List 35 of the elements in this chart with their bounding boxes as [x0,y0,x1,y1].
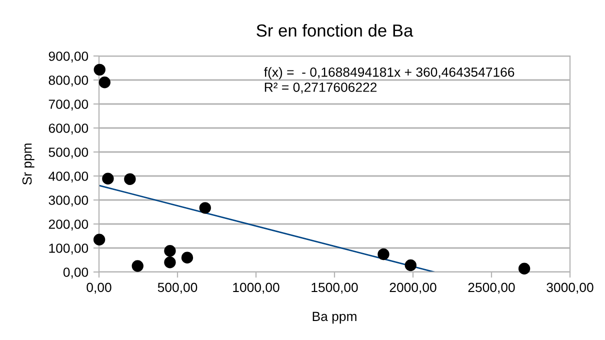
point [518,262,530,274]
annotation: f(x) = - 0,1688494181x + 360,4643547166 [264,67,514,80]
point [164,256,176,268]
y-tick-label: 800,00 [48,76,88,86]
y-tick-label: 0,00 [63,268,88,278]
point [98,76,110,88]
x-tick-label: 2000,00 [390,282,436,294]
point [132,260,144,272]
y-tick-label: 400,00 [48,172,88,182]
x-tick-label: 2500,00 [468,282,515,294]
x-tick-label: 0,00 [86,282,112,294]
point [378,248,390,260]
y-tick-label: 500,00 [48,148,88,158]
point [181,252,194,264]
y-tick-label: 600,00 [48,124,88,134]
y-axis-title: Sr ppm [22,144,34,185]
annotation: R² = 0,2717606222 [264,82,377,94]
point [164,245,176,257]
y-tick-label: 100,00 [49,244,88,254]
x-tick-label: 500,00 [158,282,198,294]
chart-title: Sr en fonction de Ba [256,24,414,37]
point [94,64,106,76]
point [124,173,136,185]
x-tick-label: 3000,00 [546,282,594,294]
x-tick-label: 1500,00 [312,282,358,294]
point [93,234,106,246]
x-axis-title: Ba ppm [312,312,356,324]
y-tick-label: 700,00 [48,100,88,110]
x-tick-label: 1000,00 [233,282,280,294]
y-tick-label: 200,00 [48,220,88,230]
point [102,172,114,184]
y-tick-label: 300,00 [48,196,88,206]
point [199,202,211,214]
point [404,259,416,272]
y-tick-label: 900,00 [48,52,88,62]
